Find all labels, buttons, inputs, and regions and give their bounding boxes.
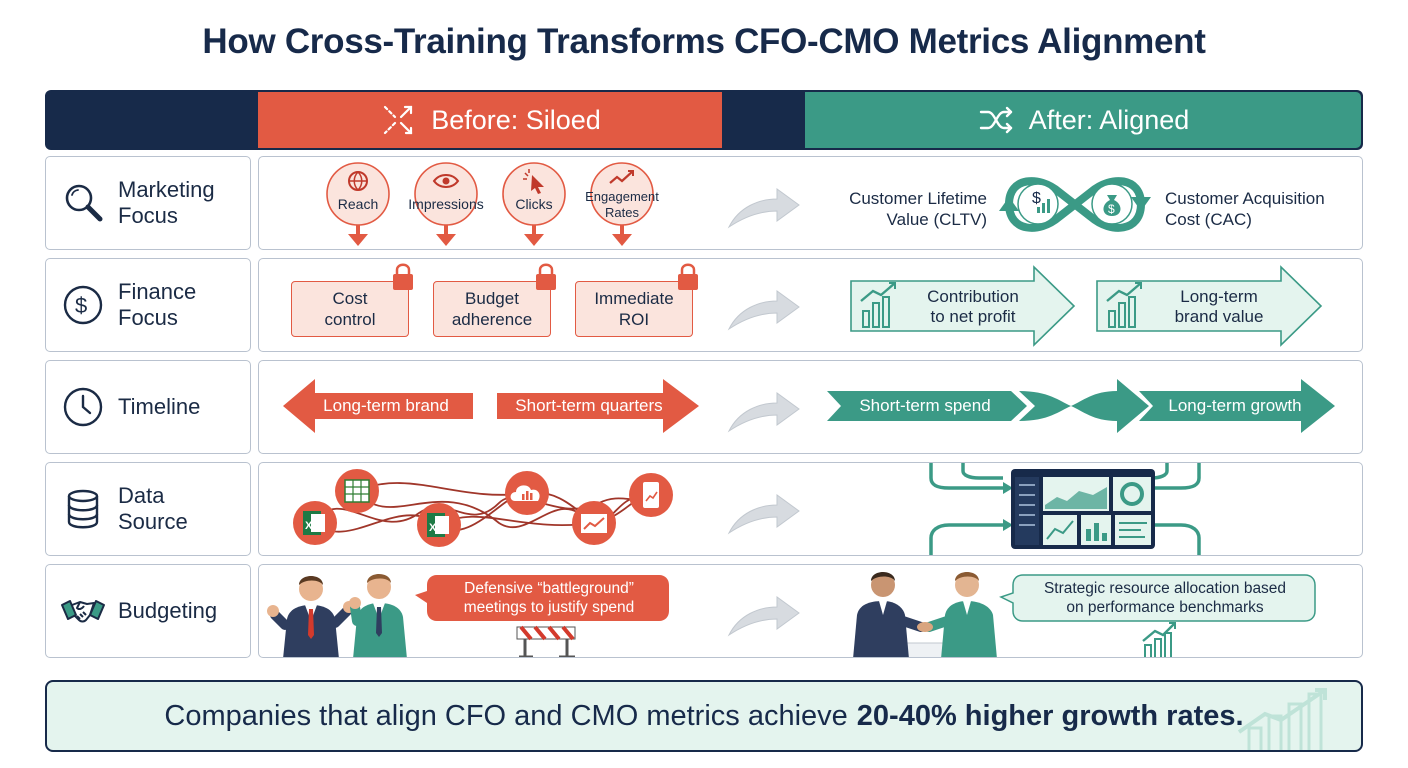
row-label-budgeting: Budgeting <box>45 564 251 658</box>
timeline-before-short: Short-term quarters <box>515 396 663 415</box>
clock-icon <box>63 387 103 427</box>
header-after-label: After: Aligned <box>1028 104 1190 135</box>
after-arrow-long-term <box>1139 379 1335 433</box>
speech-callout-green <box>999 574 1316 622</box>
metric-engagement: Engagement Rates <box>585 189 659 220</box>
timeline-before-long: Long-term brand <box>323 396 449 415</box>
row-label-text: Budgeting <box>118 598 218 623</box>
svg-text:X: X <box>305 520 313 532</box>
svg-text:$: $ <box>1032 190 1041 207</box>
cloud-node <box>505 471 549 515</box>
transition-arrow <box>727 596 800 637</box>
before-arrow-long-term <box>283 379 473 433</box>
row-label-text: Marketing Focus <box>118 177 215 228</box>
growth-chart-icon <box>1142 622 1176 657</box>
footer-highlight: 20-40% higher growth rates. <box>856 699 1244 732</box>
excel-node-2: X <box>417 503 461 547</box>
row-panel-data: X X <box>258 462 1363 556</box>
reach-pin <box>326 162 390 246</box>
finance-graphics <box>393 263 1323 347</box>
chart-window-node <box>572 501 616 545</box>
row-panel-budgeting: Defensive “battleground” meetings to jus… <box>258 564 1363 658</box>
marketing-graphics: $ $ <box>326 162 1151 246</box>
budgeting-before-callout: Defensive “battleground” meetings to jus… <box>463 580 635 616</box>
timeline-graphics <box>283 379 1335 433</box>
dollar-circle-icon: $ <box>63 285 103 325</box>
lock-icon <box>678 263 698 290</box>
arguing-person-right <box>349 574 407 657</box>
svg-text:X: X <box>429 522 437 534</box>
budgeting-after-callout: Strategic resource allocation based on p… <box>1043 580 1287 616</box>
road-barrier <box>516 625 576 657</box>
handshake-people <box>853 572 997 657</box>
cltv-cac-loop: $ $ <box>999 177 1151 232</box>
finance-box-budget: Budget adherence <box>433 281 551 337</box>
budgeting-graphics <box>267 572 1316 657</box>
metric-impressions: Impressions <box>408 196 484 212</box>
database-icon <box>67 489 99 529</box>
transition-arrow <box>727 290 800 331</box>
row-label-marketing: Marketing Focus <box>45 156 251 250</box>
timeline-after-long: Long-term growth <box>1168 396 1302 415</box>
header-after: After: Aligned <box>805 92 1361 148</box>
engagement-pin <box>590 162 654 246</box>
row-label-text: Data Source <box>118 483 188 534</box>
transition-arrow <box>727 494 800 535</box>
after-arrow-profit <box>850 265 1076 347</box>
row-label-data: Data Source <box>45 462 251 556</box>
page-title: How Cross-Training Transforms CFO-CMO Me… <box>202 22 1206 61</box>
mobile-node <box>629 473 673 517</box>
lock-icon <box>536 263 556 290</box>
header-before-label: Before: Siloed <box>431 104 601 135</box>
transition-arrow <box>727 392 800 433</box>
excel-node-1: X <box>293 501 337 545</box>
converge-arrows-icon <box>979 106 1012 134</box>
before-arrow-short-term <box>497 379 699 433</box>
magnifier-icon <box>65 184 103 222</box>
transition-arrow <box>727 188 800 229</box>
finance-box-roi: Immediate ROI <box>575 281 693 337</box>
finance-after-profit: Contribution to net profit <box>927 287 1019 326</box>
footer-text: Companies that align CFO and CMO metrics… <box>47 682 1361 750</box>
row-label-text: Timeline <box>118 394 201 419</box>
row-label-timeline: Timeline <box>45 360 251 454</box>
metric-reach: Reach <box>337 196 379 212</box>
finance-box-cost: Cost control <box>291 281 409 337</box>
after-arrow-brand <box>1096 265 1323 347</box>
svg-text:$: $ <box>75 293 87 318</box>
lock-icon <box>393 263 413 290</box>
finance-after-brand: Long-term brand value <box>1174 287 1264 326</box>
data-graphics: X X <box>293 463 1201 555</box>
timeline-after-short: Short-term spend <box>859 396 991 415</box>
metric-cac: Customer Acquisition Cost (CAC) <box>1165 189 1325 229</box>
metric-cltv: Customer Lifetime Value (CLTV) <box>849 189 987 229</box>
after-arrow-short-term <box>827 391 1027 421</box>
dashboard-icon <box>1011 469 1155 549</box>
row-label-text: Finance Focus <box>118 279 197 330</box>
arguing-person-left <box>267 576 355 657</box>
spreadsheet-node <box>335 469 379 513</box>
growth-bars-icon <box>1237 688 1327 750</box>
row-panel-finance: Cost control Budget adherence Immediate … <box>258 258 1363 352</box>
clicks-pin <box>502 162 566 246</box>
impressions-pin <box>414 162 478 246</box>
row-panel-marketing: $ $ Reach Impressions Clicks Engagement … <box>258 156 1363 250</box>
speech-callout-red <box>415 575 669 621</box>
handshake-icon <box>61 600 105 623</box>
metric-clicks: Clicks <box>515 196 553 212</box>
footer-statement: Companies that align CFO and CMO metrics… <box>164 699 848 732</box>
after-merge-shape <box>1019 379 1149 433</box>
footer-banner: Companies that align CFO and CMO metrics… <box>45 680 1363 752</box>
svg-text:$: $ <box>1108 202 1115 216</box>
row-label-finance: $ Finance Focus <box>45 258 251 352</box>
row-panel-timeline: Long-term brand Short-term quarters Shor… <box>258 360 1363 454</box>
scatter-arrows-icon <box>384 105 413 135</box>
header-before: Before: Siloed <box>258 92 722 148</box>
